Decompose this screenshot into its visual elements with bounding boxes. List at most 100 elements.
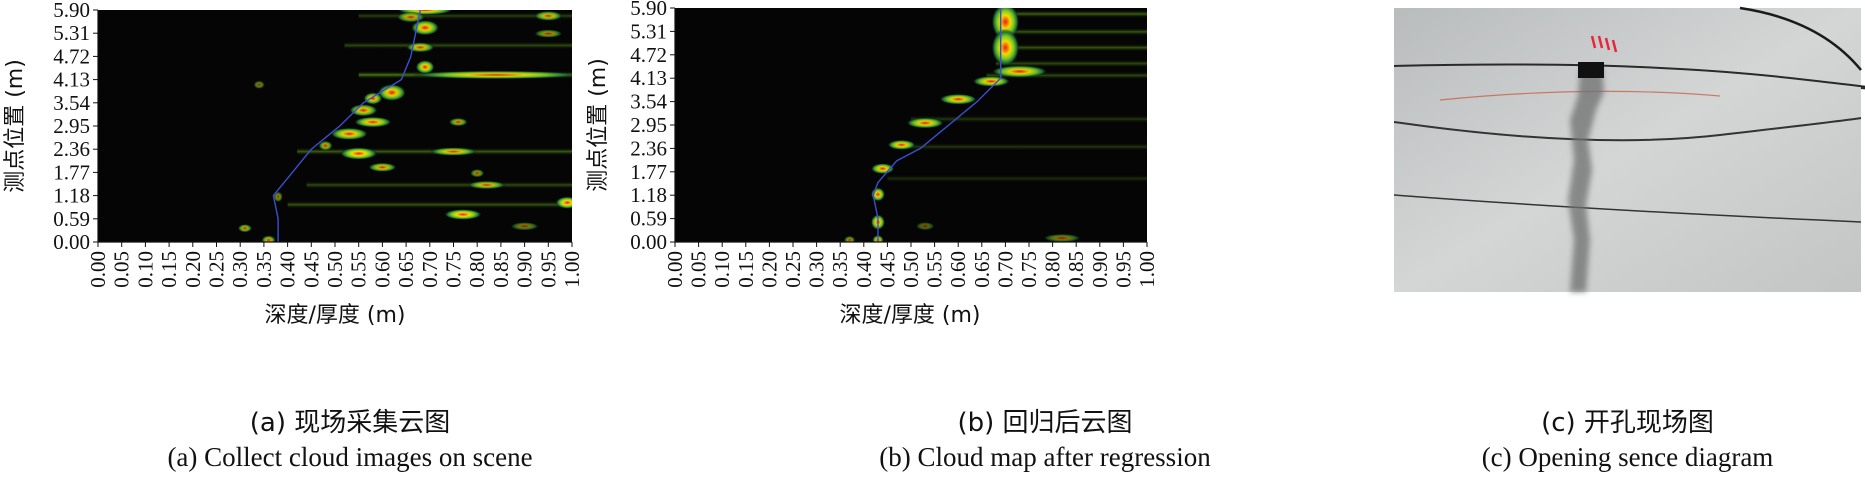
x-tick-label: 0.85 [1064,251,1088,288]
y-tick-label: 2.36 [53,137,90,161]
x-tick-label: 0.10 [133,251,157,288]
y-axis-title: 测点位置 (m) [586,58,611,192]
x-tick-label: 0.40 [276,251,300,288]
y-tick-label: 5.90 [53,0,90,22]
heatmap-ridge [986,71,1147,80]
heatmap-blob [349,104,378,117]
y-tick-label: 4.13 [630,66,667,90]
heatmap-blob [273,191,283,203]
heatmap-blob [972,75,1011,87]
x-tick-label: 0.40 [852,251,876,288]
y-tick-label: 4.13 [53,68,90,92]
x-axis-title: 深度/厚度 (m) [264,303,405,328]
x-tick-label: 0.10 [710,251,734,288]
heatmap-blob [339,147,378,160]
chart-b: 0.000.591.181.772.362.953.544.134.725.31… [586,0,1159,328]
heatmap-ridge [995,9,1147,18]
y-tick-label: 2.95 [53,114,90,138]
heatmap-area [843,8,1147,242]
x-tick-label: 0.45 [299,251,323,288]
heatmap-blob [555,196,572,209]
depth-trace-line [872,8,1002,242]
heatmap-blob [843,235,856,242]
heatmap-blob [1043,233,1081,242]
heatmap-ridge [892,142,1147,151]
heatmap-blob [444,209,482,220]
heatmap-ridge [287,200,572,209]
y-tick-label: 1.18 [53,184,90,208]
x-tick-label: 0.05 [110,251,134,288]
heatmap-ridge [995,27,1147,36]
x-tick-label: 0.95 [1111,251,1135,288]
x-tick-label: 1.00 [560,251,584,288]
x-axis-title: 深度/厚度 (m) [839,303,980,328]
y-tick-label: 0.59 [630,207,667,231]
x-tick-label: 0.75 [442,251,466,288]
x-tick-label: 0.65 [970,251,994,288]
photo-red-marks [1590,35,1618,53]
x-tick-label: 0.85 [489,251,513,288]
x-tick-label: 0.45 [875,251,899,288]
heatmap-ridge [911,115,1147,124]
photo-cable-mid [1393,117,1862,142]
x-tick-label: 0.70 [993,251,1017,288]
heatmap-blob [534,29,563,38]
y-tick-label: 2.36 [630,136,667,160]
x-tick-label: 0.65 [394,251,418,288]
y-tick-label: 1.77 [53,160,90,184]
heatmap-blob [906,117,945,129]
opening-site-photo [1393,6,1865,292]
y-tick-label: 3.54 [630,90,667,114]
x-tick-label: 0.60 [370,251,394,288]
heatmap-blob [448,117,468,127]
heatmap-blob [353,116,392,128]
heatmap-blob [870,163,895,175]
x-tick-label: 0.00 [663,251,687,288]
heatmap-blob [467,180,506,190]
y-tick-label: 5.31 [630,19,667,43]
heatmap-blob [410,70,572,80]
heatmap-blob [368,162,397,172]
heatmap-ridge [995,43,1147,52]
heatmap-ridge [344,41,572,50]
caption-a-en: (a) Collect cloud images on scene [167,442,533,472]
heatmap-blob [510,222,539,231]
x-tick-label: 0.60 [946,251,970,288]
heatmap-blob [253,80,265,89]
caption-c-en: (c) Opening sence diagram [1481,442,1774,472]
x-tick-label: 0.55 [923,251,947,288]
y-tick-label: 1.77 [630,160,667,184]
x-tick-label: 0.00 [86,251,110,288]
y-tick-label: 2.95 [630,113,667,137]
x-tick-label: 0.80 [1041,251,1065,288]
x-tick-label: 0.25 [205,251,229,288]
photo-crack-stain [1568,66,1604,292]
panel-b: 0.00 0.59 1.18 1.77 2.36 2.95 3.54 4.13 4.72 5.31… [586,0,1390,482]
y-tick-label: 4.72 [53,44,90,68]
x-tick-label: 0.15 [734,251,758,288]
depth-trace-line [272,10,422,242]
heatmap-ridge [358,11,572,20]
x-tick-label: 0.30 [228,251,252,288]
x-tick-label: 0.70 [418,251,442,288]
heatmap-blob [415,60,435,74]
heatmap-blob [991,65,1048,78]
x-tick-label: 0.30 [805,251,829,288]
photo-cable-top [1393,63,1865,90]
y-tick-label: 0.00 [630,230,667,254]
heatmap-blob [915,221,935,231]
heatmap-blob [470,169,485,178]
heatmap-blob [237,224,253,233]
y-tick-label: 0.59 [53,207,90,231]
x-tick-label: 0.05 [687,251,711,288]
x-tick-label: 0.20 [757,251,781,288]
heatmap-blob [318,140,333,151]
y-tick-label: 3.54 [53,91,90,115]
heatmap-blob [330,127,369,141]
x-tick-label: 0.90 [513,251,537,288]
photo-cable-low [1393,194,1862,223]
heatmap-blob [991,28,1020,67]
panel-c: (c) 开孔现场图 (c) Opening sence diagram [1390,0,1865,482]
heatmap-blob [534,10,563,21]
y-tick-label: 5.90 [630,0,667,20]
